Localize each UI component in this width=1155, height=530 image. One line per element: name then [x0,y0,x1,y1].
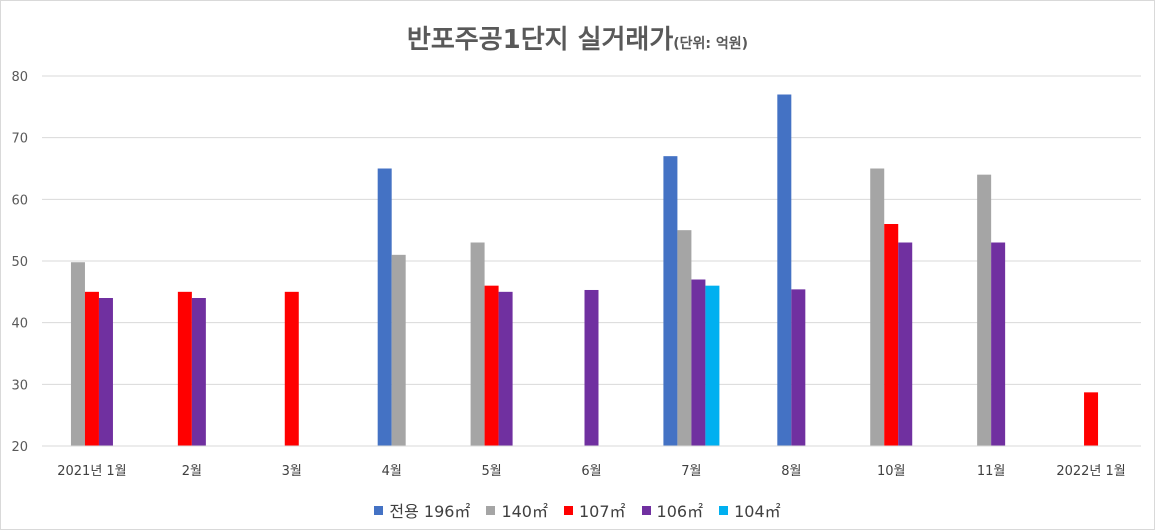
bar [691,279,706,446]
x-tick-label: 2021년 1월 [57,464,126,479]
bar [791,289,806,446]
x-tick-label: 10월 [877,464,906,479]
bar [177,291,192,446]
bar [991,242,1006,446]
bar [884,224,899,446]
legend-swatch [563,505,573,515]
x-tick-label: 11월 [977,464,1006,479]
legend-label: 104㎡ [734,502,781,521]
bar [1084,392,1099,446]
bar [484,285,499,446]
legend-swatch [719,505,729,515]
bar [498,291,513,446]
bar [677,230,692,446]
bar [663,156,678,446]
x-tick-label: 8월 [781,464,801,479]
bar [777,94,792,446]
y-tick-label: 70 [11,132,28,147]
chart-title-unit: (단위: 억원) [673,36,749,52]
legend-swatch [374,505,384,515]
legend-label: 107㎡ [578,502,626,521]
bar [377,168,392,446]
x-tick-label: 5월 [481,464,501,479]
bar [470,242,485,446]
chart-title-main: 반포주공1단지 실거래가 [406,25,674,55]
bar [584,289,599,446]
bar [84,291,99,446]
bar [70,262,85,446]
y-tick-label: 50 [11,255,28,270]
y-tick-label: 80 [11,70,28,85]
x-tick-label: 3월 [282,464,302,479]
bar [98,298,113,446]
x-tick-label: 2월 [182,464,202,479]
legend-swatch [486,505,496,515]
y-tick-label: 40 [11,317,28,332]
x-tick-label: 7월 [681,464,701,479]
legend-item: 106㎡ [641,498,704,522]
bar [191,298,206,446]
y-tick-label: 20 [11,440,28,455]
x-tick-label: 2022년 1월 [1056,464,1125,479]
bar [977,174,992,446]
y-tick-label: 30 [11,378,28,393]
legend-item: 전용 196㎡ [374,498,470,522]
chart-legend: 전용 196㎡ 140㎡ 107㎡ 106㎡ 104㎡ [1,498,1154,522]
legend-label: 106㎡ [656,502,704,521]
x-tick-label: 4월 [382,464,402,479]
y-tick-label: 60 [11,193,28,208]
bar [705,285,720,446]
bar [391,254,406,446]
legend-item: 107㎡ [563,498,626,522]
legend-label: 140㎡ [501,502,548,521]
bar [284,291,299,446]
bar [898,242,913,446]
legend-item: 140㎡ [486,498,548,522]
x-tick-label: 6월 [581,464,601,479]
legend-swatch [641,505,651,515]
legend-item: 104㎡ [719,498,781,522]
legend-label: 전용 196㎡ [389,502,471,521]
chart-title: 반포주공1단지 실거래가(단위: 억원) [1,19,1154,56]
bar [870,168,885,446]
